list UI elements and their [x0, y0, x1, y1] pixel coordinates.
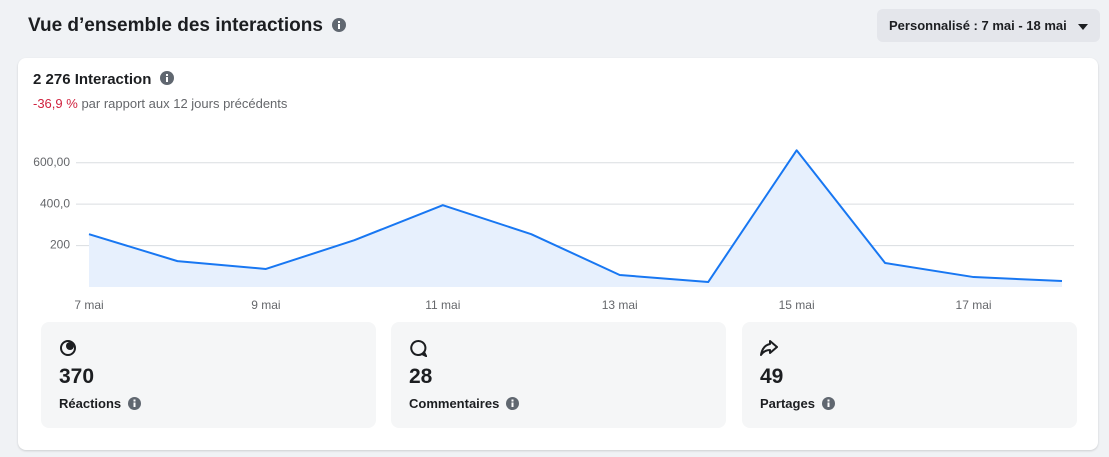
x-tick-label: 15 mai [779, 298, 815, 312]
total: 2 276 Interaction [33, 71, 174, 88]
line [88, 149, 1063, 284]
comparison: -36,9 % par rapport aux 12 jours précéde… [33, 96, 287, 111]
stat-label: Commentaires [409, 396, 519, 411]
change: -36,9 % [33, 96, 78, 111]
stat-card[interactable]: 28 Commentaires [391, 322, 726, 428]
y-tick-label: 400,0 [40, 196, 70, 210]
area [89, 150, 1062, 287]
x-tick-label: 17 mai [956, 298, 992, 312]
info-icon[interactable] [505, 397, 519, 410]
stat-label-text: Commentaires [409, 396, 500, 411]
x-tick-label: 7 mai [74, 298, 103, 312]
stat-value: 28 [409, 365, 433, 388]
x-tick-label: 11 mai [425, 298, 460, 312]
reaction-icon [60, 340, 76, 356]
info-icon[interactable] [821, 397, 835, 410]
stat-value: 370 [59, 365, 95, 388]
y-tick-label: 600,00 [33, 155, 70, 169]
info-icon[interactable] [159, 71, 174, 85]
chart: 200 400,0 600,00 7 mai 9 mai 11 mai 13 mai 15 m… [33, 149, 1074, 312]
stat-label: Réactions [59, 396, 141, 411]
stat-card[interactable]: 370 Réactions [41, 322, 376, 428]
share-icon [760, 340, 778, 356]
caret [1078, 24, 1089, 30]
title-text: Vue d’ensemble des interactions [28, 15, 323, 36]
y-tick-label: 200 [50, 238, 70, 252]
x-tick-label: 13 mai [602, 298, 638, 312]
stat-label-text: Partages [760, 396, 815, 411]
stat-label: Partages [760, 396, 835, 411]
stat-value: 49 [760, 365, 784, 388]
comment-icon [410, 340, 427, 357]
date-range-button[interactable]: Personnalisé : 7 mai - 18 mai [877, 9, 1100, 42]
total-text: 2 276 Interaction [33, 71, 152, 88]
comparison-text: par rapport aux 12 jours précédents [81, 96, 288, 111]
info-icon[interactable] [332, 18, 347, 32]
info-icon[interactable] [127, 397, 141, 410]
stat-card[interactable]: 49 Partages [742, 322, 1077, 428]
x-tick-label: 9 mai [251, 298, 280, 312]
title: Vue d’ensemble des interactions [28, 15, 347, 37]
stat-label-text: Réactions [59, 396, 122, 411]
date-range: Personnalisé : 7 mai - 18 mai [889, 18, 1067, 33]
